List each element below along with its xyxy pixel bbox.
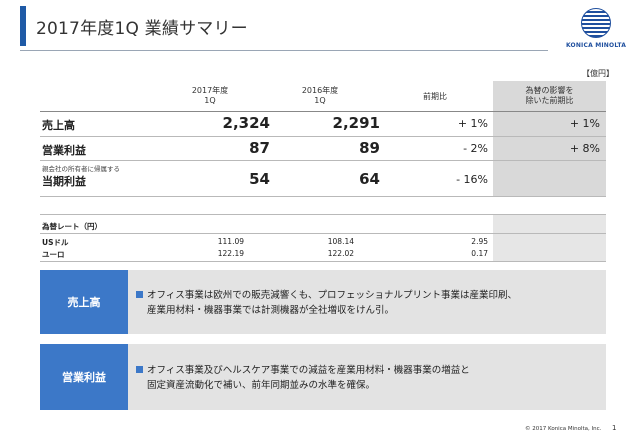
sales-fy2016: 2,291 [332,114,380,132]
table-rule [40,196,606,197]
page-title: 2017年度1Q 業績サマリー [36,19,248,39]
summary-op-line2: 固定資産流動化で補い、前年同期並みの水準を確保。 [147,380,376,391]
fx-usd-fy2017: 111.09 [217,237,244,246]
fx-label-eur: ユーロ [42,250,65,259]
title-accent-bar [20,6,26,46]
summary-op-line1: オフィス事業及びヘルスケア事業での減益を産業用材料・機器事業の増益と [147,365,470,376]
col-header-fy2017-line2: 1Q [204,96,216,105]
fx-eur-fy2017: 122.19 [217,249,244,258]
fx-title: 為替レート（円） [42,222,102,231]
summary-heading-operating-profit: 営業利益 [40,344,128,410]
summary-box-sales: 売上高 オフィス事業は欧州での販売減響くも、プロフェッショナルプリント事業は産業… [40,270,606,334]
fx-usd-fy2016: 108.14 [327,237,354,246]
unit-label: 【億円】 [582,69,614,78]
header-divider [20,50,548,51]
col-header-fx-line1: 為替の影響を [525,86,574,95]
logo-text: KONICA MINOLTA [565,42,627,49]
col-header-fy2016-line1: 2016年度 [301,86,339,95]
col-header-yoy: 前期比 [423,92,447,101]
summary-box-operating-profit: 営業利益 オフィス事業及びヘルスケア事業での減益を産業用材料・機器事業の増益と … [40,344,606,410]
col-header-fy2017-line1: 2017年度 [191,86,229,95]
row-note-net-profit: 親会社の所有者に帰属する [42,165,120,173]
fx-table-rule [40,214,606,215]
col-header-fx-line2: 除いた前期比 [525,96,574,105]
fx-table-rule [40,233,606,234]
table-rule [40,136,606,137]
fx-rate-column-shade [493,214,606,262]
net-profit-fy2017: 54 [249,170,270,188]
fx-usd-diff: 2.95 [471,237,488,246]
net-profit-yoy: - 16% [456,173,488,186]
globe-icon [581,8,611,38]
summary-text-sales: オフィス事業は欧州での販売減響くも、プロフェッショナルプリント事業は産業印刷、 … [136,288,517,318]
col-header-fy2017: 2017年度 1Q [180,86,240,106]
fx-eur-fy2016: 122.02 [327,249,354,258]
bullet-square-icon [136,366,143,373]
net-profit-fy2016: 64 [359,170,380,188]
page-number: 1 [612,424,617,432]
op-profit-fy2016: 89 [359,139,380,157]
fx-excluded-column-shade [493,81,606,196]
op-profit-yoy: - 2% [463,142,488,155]
op-profit-fx-excluded: + 8% [569,142,600,155]
summary-text-operating-profit: オフィス事業及びヘルスケア事業での減益を産業用材料・機器事業の増益と 固定資産流… [136,363,470,393]
op-profit-fy2017: 87 [249,139,270,157]
row-label-operating-profit: 営業利益 [42,144,86,157]
row-label-sales: 売上高 [42,119,75,132]
summary-sales-line1: オフィス事業は欧州での販売減響くも、プロフェッショナルプリント事業は産業印刷、 [147,290,518,301]
col-header-fy2016: 2016年度 1Q [290,86,350,106]
sales-yoy: + 1% [457,117,488,130]
col-header-fx-excluded: 為替の影響を 除いた前期比 [493,86,606,106]
col-header-fy2016-line2: 1Q [314,96,326,105]
row-label-net-profit: 当期利益 [42,175,86,188]
sales-fy2017: 2,324 [222,114,270,132]
copyright: © 2017 Konica Minolta, Inc. [525,426,602,432]
fx-table-rule [40,261,606,262]
konica-minolta-logo: KONICA MINOLTA [560,8,632,58]
summary-heading-sales: 売上高 [40,270,128,334]
sales-fx-excluded: + 1% [569,117,600,130]
bullet-square-icon [136,291,143,298]
summary-sales-line2: 産業用材料・機器事業では計測機器が全社増収をけん引。 [147,305,395,316]
fx-eur-diff: 0.17 [471,249,488,258]
table-rule [40,111,606,112]
fx-label-usd: USドル [42,238,69,247]
table-rule [40,160,606,161]
